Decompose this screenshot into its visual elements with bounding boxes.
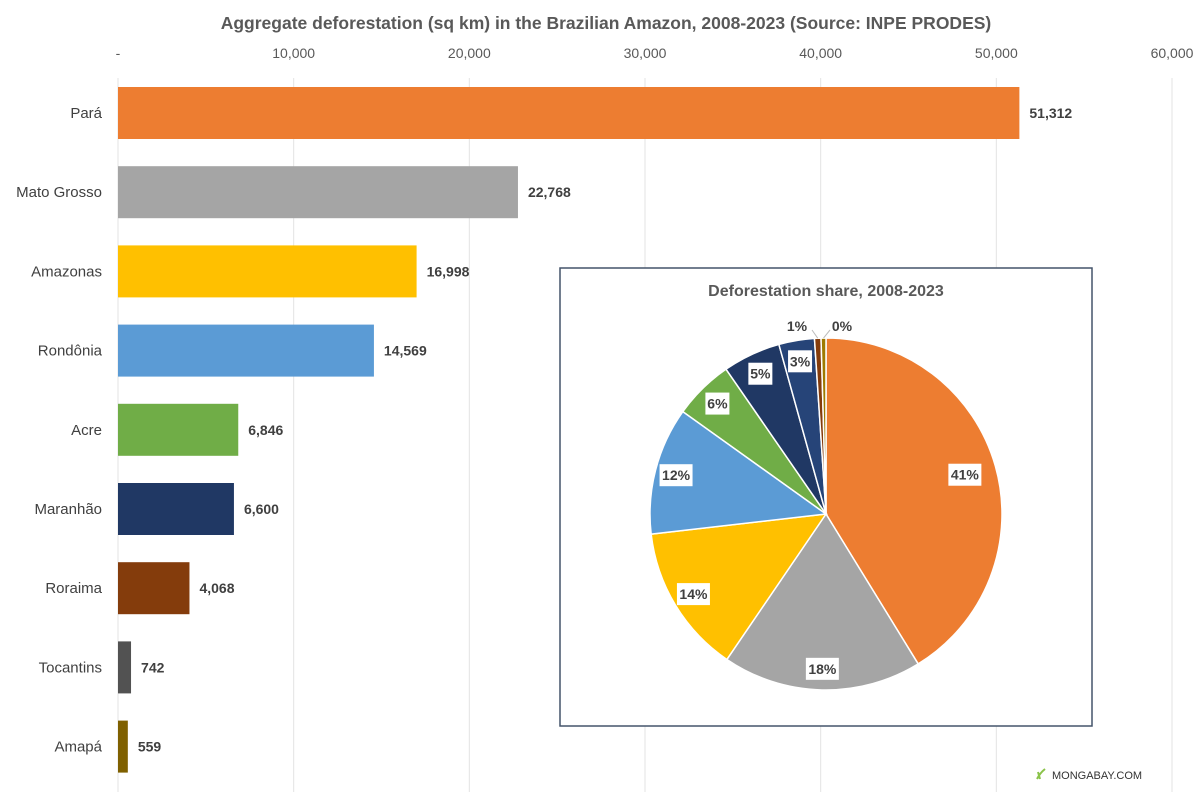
pie-label-box [676, 583, 710, 606]
data-label: 22,768 [528, 184, 571, 200]
data-label: 4,068 [199, 580, 234, 596]
category-label: Pará [70, 105, 102, 122]
pie-slice [825, 337, 1003, 665]
category-label: Rondônia [38, 343, 103, 360]
chart-title: Aggregate deforestation (sq km) in the B… [221, 13, 992, 33]
category-label: Acre [71, 422, 102, 439]
pie-label-box [748, 362, 773, 385]
category-label: Maranhão [34, 501, 102, 518]
watermark-text: MONGABAY.COM [1052, 770, 1142, 782]
bar-maranhão [118, 483, 234, 535]
x-tick-label: 50,000 [975, 45, 1018, 61]
pie-label: 41% [951, 467, 980, 483]
category-label: Amapá [54, 739, 102, 756]
category-label: Tocantins [39, 659, 102, 676]
pie-label-box [805, 657, 839, 680]
bar-acre [118, 403, 239, 456]
data-label: 16,998 [427, 263, 470, 279]
pie-label: 3% [790, 353, 811, 369]
pie-chart: 41% 18% 14% 12% 6% 5% 3% 1% 0% [649, 318, 1003, 691]
category-label: Mato Grosso [16, 184, 102, 201]
x-tick-label: - [116, 45, 121, 61]
category-label: Amazonas [31, 263, 102, 280]
pie-slice [725, 512, 920, 691]
data-label: 51,312 [1029, 105, 1072, 121]
pie-label: 0% [832, 318, 853, 334]
leader-line [811, 329, 819, 339]
pie-slice [649, 410, 829, 535]
x-tick-label: 10,000 [272, 45, 315, 61]
x-tick-label: 30,000 [624, 45, 667, 61]
leader-line [823, 329, 831, 339]
bar-amapá [118, 720, 128, 773]
x-axis-ticks: - 10,000 20,000 30,000 40,000 50,000 60,000 [116, 45, 1194, 61]
pie-label: 12% [662, 467, 691, 483]
pie-label-box [788, 350, 813, 373]
bar-tocantins [118, 641, 132, 694]
pie-label-box [659, 464, 693, 487]
category-label: Roraima [45, 580, 102, 597]
mongabay-logo: MONGABAY.COM [1036, 768, 1142, 782]
pie-label: 14% [679, 586, 708, 602]
data-label: 14,569 [384, 343, 427, 359]
data-label: 6,600 [244, 501, 279, 517]
pie-slice [650, 513, 828, 661]
x-tick-label: 40,000 [799, 45, 842, 61]
bar-series: Pará 51,312 Mato Grosso 22,768 Amazonas 16,99… [16, 87, 1072, 773]
pie-label: 6% [707, 396, 728, 412]
data-label: 6,846 [248, 422, 283, 438]
pie-label-box [705, 392, 730, 415]
bar-roraima [118, 562, 190, 615]
pie-label: 5% [750, 366, 771, 382]
pie-inset: Deforestation share, 2008-2023 41% 18% 14%… [559, 267, 1093, 727]
x-tick-label: 20,000 [448, 45, 491, 61]
leaf-icon [1036, 768, 1046, 780]
data-label: 742 [141, 659, 165, 675]
bar-rondônia [118, 324, 374, 377]
x-tick-label: 60,000 [1151, 45, 1194, 61]
pie-label: 1% [787, 318, 808, 334]
bar-pará [118, 87, 1020, 139]
bar-mato-grosso [118, 166, 518, 219]
pie-label-box [948, 463, 982, 486]
pie-label: 18% [808, 661, 837, 677]
bar-amazonas [118, 245, 417, 298]
data-label: 559 [138, 739, 162, 755]
pie-title: Deforestation share, 2008-2023 [708, 283, 944, 300]
